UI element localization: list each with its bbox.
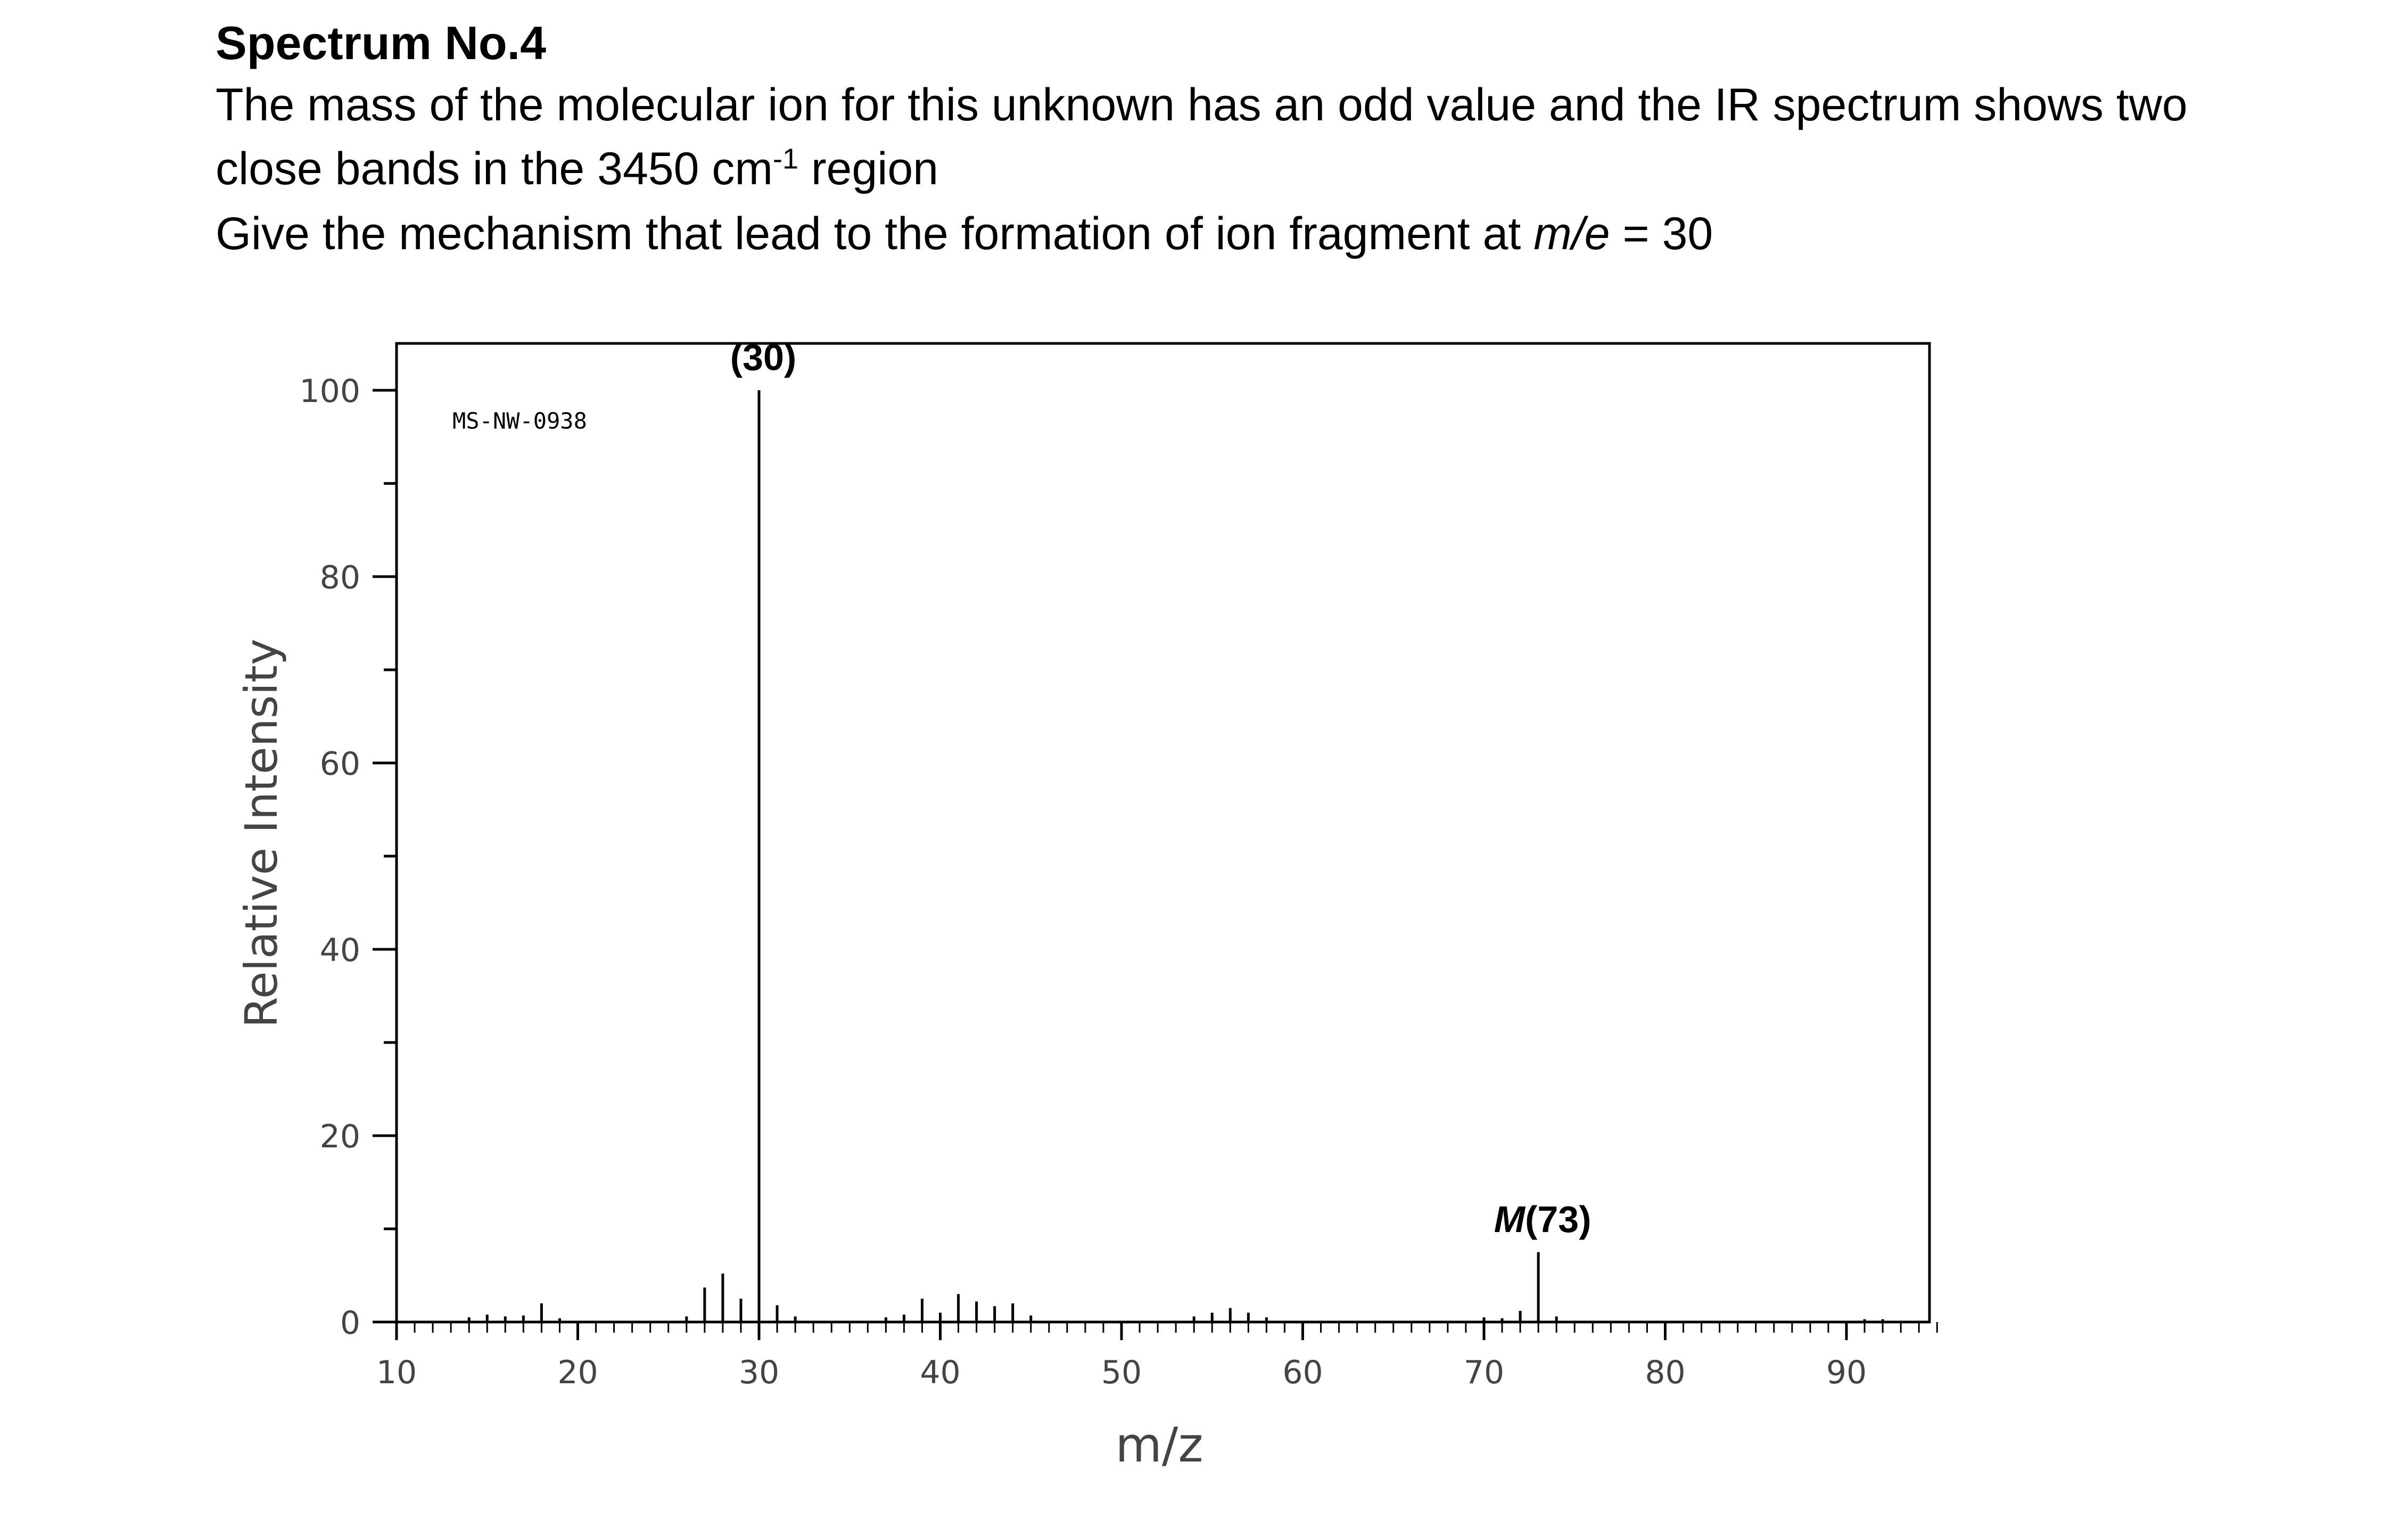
x-tick-label: 70	[1464, 1354, 1504, 1391]
question-line-3-italic: m/e	[1533, 208, 1610, 259]
question-line-2-end: region	[798, 143, 938, 194]
x-tick-label: 50	[1101, 1354, 1142, 1391]
peak-annotations: (30) M(73)	[730, 336, 1591, 1240]
y-tick-label: 20	[320, 1118, 360, 1155]
y-tick-label: 0	[340, 1304, 360, 1342]
y-tick-label: 80	[320, 559, 360, 596]
y-axis-ticks	[373, 389, 397, 1324]
x-axis-ticks	[395, 1322, 1938, 1340]
y-tick-labels: 0 20 40 60 80 100	[299, 373, 360, 1342]
peak-label: M(73)	[1494, 1198, 1591, 1240]
question-line-2: close bands in the 3450 cm-1 region	[216, 143, 938, 195]
question-line-3: Give the mechanism that lead to the form…	[216, 208, 1713, 260]
question-line-1: The mass of the molecular ion for this u…	[216, 79, 2188, 130]
x-tick-label: 40	[920, 1354, 960, 1391]
document-heading: Spectrum No.4	[216, 17, 547, 69]
y-tick-label: 100	[299, 373, 360, 410]
y-tick-label: 40	[320, 932, 360, 969]
x-tick-labels: 10 20 30 40 50 60 70 80 90	[376, 1354, 1867, 1391]
peak-label: (30)	[730, 336, 796, 378]
question-line-2-text: close bands in the 3450 cm	[216, 143, 773, 194]
question-line-3-text: Give the mechanism that lead to the form…	[216, 208, 1534, 259]
plot-frame	[395, 342, 1931, 1324]
peak-label-value: (73)	[1525, 1198, 1591, 1240]
x-tick-label: 20	[557, 1354, 598, 1391]
unit-superscript: -1	[773, 143, 799, 175]
spectrum-peaks	[467, 390, 1884, 1322]
x-tick-label: 60	[1282, 1354, 1323, 1391]
x-tick-label: 30	[739, 1354, 779, 1391]
peak-label-value: (30)	[730, 336, 796, 378]
question-line-3-end: = 30	[1610, 208, 1713, 259]
x-tick-label: 90	[1826, 1354, 1867, 1391]
x-tick-label: 10	[376, 1354, 417, 1391]
spectrum-code-label: MS-NW-0938	[452, 408, 587, 434]
peak-label-prefix: M	[1494, 1198, 1526, 1240]
x-tick-label: 80	[1645, 1354, 1685, 1391]
y-tick-label: 60	[320, 745, 360, 783]
y-axis-label: Relative Intensity	[235, 638, 287, 1028]
x-axis-label: m/z	[1115, 1417, 1203, 1473]
